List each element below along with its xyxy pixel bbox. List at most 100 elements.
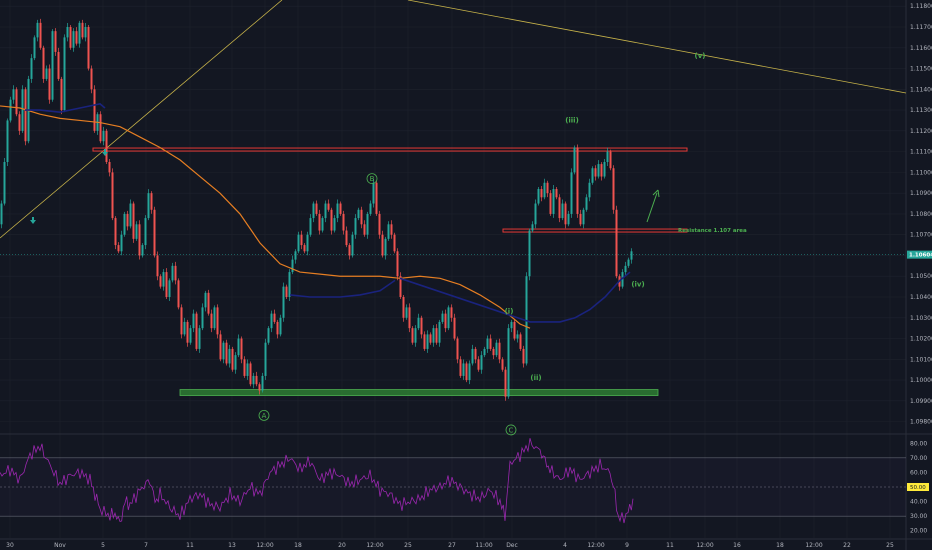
candle-body (153, 209, 156, 256)
candle-body (387, 224, 390, 239)
candle-body (90, 68, 93, 90)
candle-body (501, 359, 504, 370)
time-tick-label: 20 (338, 542, 346, 549)
price-tick-label: 1.11600 (910, 45, 932, 52)
candle-body (18, 114, 21, 131)
price-tick-label: 1.11300 (910, 107, 932, 114)
candle-body (432, 328, 435, 343)
resistance-zone (502, 228, 688, 233)
candle-body (315, 203, 318, 214)
resistance-line (92, 147, 688, 152)
time-tick-label: 18 (776, 542, 784, 549)
candle-body (471, 348, 474, 364)
candle-body (549, 193, 552, 214)
candle-body (303, 245, 306, 252)
current-price-value: 1.10604 (909, 253, 932, 259)
candle-body (63, 37, 66, 111)
candle-body (186, 321, 189, 343)
candle-body (480, 355, 483, 370)
candle-body (606, 151, 609, 162)
rsi-band (0, 457, 906, 517)
candle-body (261, 375, 264, 391)
ema-line-segment-3 (399, 271, 631, 323)
candle-body (564, 203, 567, 225)
candle-body (33, 37, 36, 59)
time-tick-label: 5 (101, 542, 105, 549)
candle-body (3, 162, 6, 204)
candle-body (384, 238, 387, 256)
candle-body (222, 342, 225, 360)
time-tick-label: 12:00 (805, 542, 822, 549)
candle-body (381, 234, 384, 256)
candle-body (450, 307, 453, 318)
candle-body (513, 321, 516, 339)
time-tick-label: 13 (228, 542, 236, 549)
rsi-tick-label: 70.00 (910, 455, 927, 462)
candle-body (339, 203, 342, 214)
candle-body (318, 213, 321, 231)
candle-body (495, 342, 498, 356)
candle-body (351, 234, 354, 256)
price-tick-label: 1.09900 (910, 398, 932, 405)
candle-body (279, 317, 282, 335)
candle-body (237, 338, 240, 356)
wave-label-circle (505, 424, 517, 436)
candle-body (498, 342, 501, 360)
candle-body (72, 31, 75, 48)
candle-body (156, 255, 159, 277)
candle-body (129, 203, 132, 227)
candle-body (357, 209, 360, 219)
candle-body (264, 342, 267, 376)
time-tick-label: 12:00 (256, 542, 273, 549)
rsi-tick-label: 60.00 (910, 469, 927, 476)
candle-body (519, 334, 522, 349)
candle-body (624, 265, 627, 273)
price-axis[interactable]: 1.11800 1.11700 1.11600 1.11500 1.11400 1.113… (907, 3, 932, 535)
candle-body (24, 89, 27, 142)
candle-body (273, 313, 276, 322)
candle-body (255, 375, 258, 385)
candle-body (372, 182, 375, 204)
candle-body (93, 89, 96, 131)
candle-body (612, 168, 615, 210)
candle-body (336, 203, 339, 219)
candle-body (348, 245, 351, 256)
projection-arrow-head (652, 189, 660, 198)
candle-body (408, 307, 411, 329)
moving-averages (0, 102, 631, 329)
candle-body (438, 321, 441, 343)
wave-label: (iii) (565, 117, 579, 125)
wave-labels: A B C (i) (ii) (iii) (iv) (v) Resistance 1.107 a… (30, 52, 747, 436)
candle-body (201, 307, 204, 329)
candle-body (141, 245, 144, 256)
candle-body (534, 203, 537, 225)
candle-body (195, 313, 198, 349)
rsi-panel (0, 438, 906, 524)
candle-body (570, 172, 573, 214)
candle-body (99, 114, 102, 142)
candle-body (282, 286, 285, 318)
time-tick-label: 12:00 (696, 542, 713, 549)
candle-body (435, 328, 438, 343)
candle-body (240, 338, 243, 360)
candle-body (276, 321, 279, 335)
candle-body (522, 348, 525, 364)
candle-body (597, 164, 600, 177)
candle-body (369, 203, 372, 214)
candle-body (225, 342, 228, 364)
candle-body (81, 22, 84, 38)
trend-lines (0, 0, 907, 255)
candle-body (258, 384, 261, 391)
candle-body (297, 234, 300, 252)
time-axis[interactable]: 30 Nov 5 7 11 13 12:00 18 20 12:00 25 27 11:00 Dec 4 12… (6, 542, 894, 549)
candle-body (270, 313, 273, 329)
candle-body (327, 203, 330, 210)
support-resistance-zones (92, 147, 688, 396)
candle-body (576, 147, 579, 214)
candle-body (30, 58, 33, 79)
rsi-line (0, 438, 634, 524)
candle-body (444, 313, 447, 329)
falling-trendline (407, 0, 907, 94)
